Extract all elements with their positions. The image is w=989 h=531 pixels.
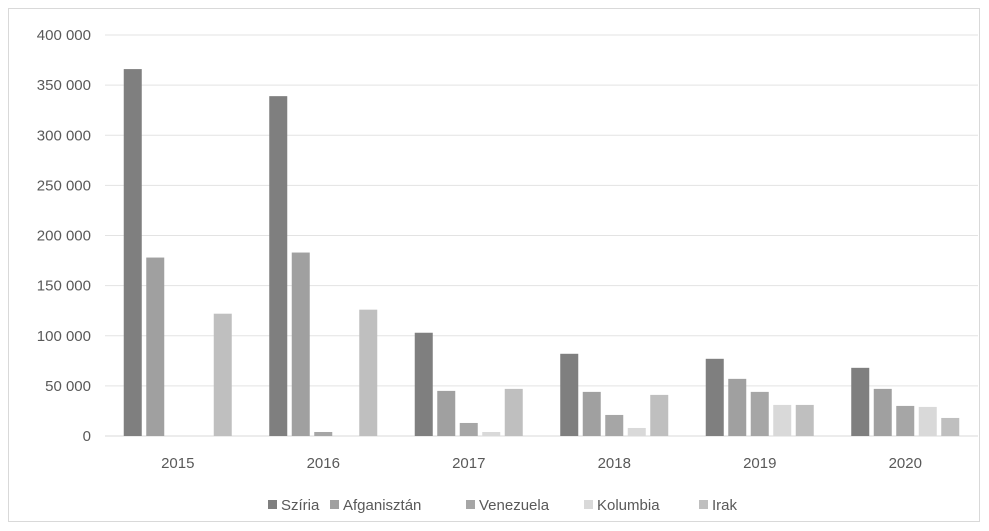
- bar: [582, 391, 601, 436]
- gridlines: [105, 34, 978, 437]
- y-tick-label: 0: [83, 428, 91, 445]
- bar: [795, 404, 814, 436]
- bar: [414, 332, 433, 436]
- bar: [851, 367, 870, 436]
- legend-label: Afganisztán: [343, 497, 421, 514]
- x-tick-label: 2019: [743, 455, 776, 472]
- legend-label: Irak: [712, 497, 738, 514]
- bar: [773, 404, 792, 436]
- x-tick-label: 2018: [598, 455, 631, 472]
- bar: [627, 427, 646, 436]
- legend-swatch: [584, 500, 593, 509]
- bar: [650, 394, 669, 436]
- bar: [504, 388, 523, 436]
- bar: [705, 358, 724, 436]
- legend-swatch: [268, 500, 277, 509]
- y-axis: 0 50 000 100 000 150 000 200 000 250 000 300 0…: [37, 27, 91, 445]
- legend-swatch: [466, 500, 475, 509]
- x-tick-label: 2017: [452, 455, 485, 472]
- y-tick-label: 350 000: [37, 77, 91, 94]
- y-tick-label: 200 000: [37, 228, 91, 245]
- y-tick-label: 100 000: [37, 328, 91, 345]
- legend: Szíria Afganisztán Venezuela Kolumbia Irak: [268, 497, 738, 514]
- bar: [123, 69, 142, 437]
- y-tick-label: 150 000: [37, 278, 91, 295]
- bar: [896, 405, 915, 436]
- bar: [941, 417, 960, 436]
- bar: [213, 313, 232, 436]
- bar: [359, 309, 378, 436]
- bar: [605, 414, 624, 436]
- y-tick-label: 50 000: [45, 378, 91, 395]
- y-tick-label: 300 000: [37, 127, 91, 144]
- x-tick-label: 2020: [889, 455, 922, 472]
- bar: [918, 406, 937, 436]
- legend-label: Szíria: [281, 497, 320, 514]
- legend-label: Venezuela: [479, 497, 550, 514]
- bar: [437, 390, 456, 436]
- bar: [314, 431, 333, 436]
- x-tick-label: 2016: [307, 455, 340, 472]
- bar: [560, 353, 579, 436]
- bar: [291, 252, 310, 436]
- bar: [750, 391, 769, 436]
- bar: [459, 422, 478, 436]
- legend-swatch: [330, 500, 339, 509]
- y-tick-label: 400 000: [37, 27, 91, 44]
- bar: [482, 431, 501, 436]
- legend-swatch: [699, 500, 708, 509]
- bars: [123, 69, 960, 437]
- legend-label: Kolumbia: [597, 497, 660, 514]
- x-axis: 2015 2016 2017 2018 2019 2020: [161, 455, 922, 472]
- x-tick-label: 2015: [161, 455, 194, 472]
- bar: [873, 388, 892, 436]
- bar: [728, 378, 747, 436]
- bar: [146, 257, 165, 436]
- y-tick-label: 250 000: [37, 177, 91, 194]
- bar: [269, 96, 288, 436]
